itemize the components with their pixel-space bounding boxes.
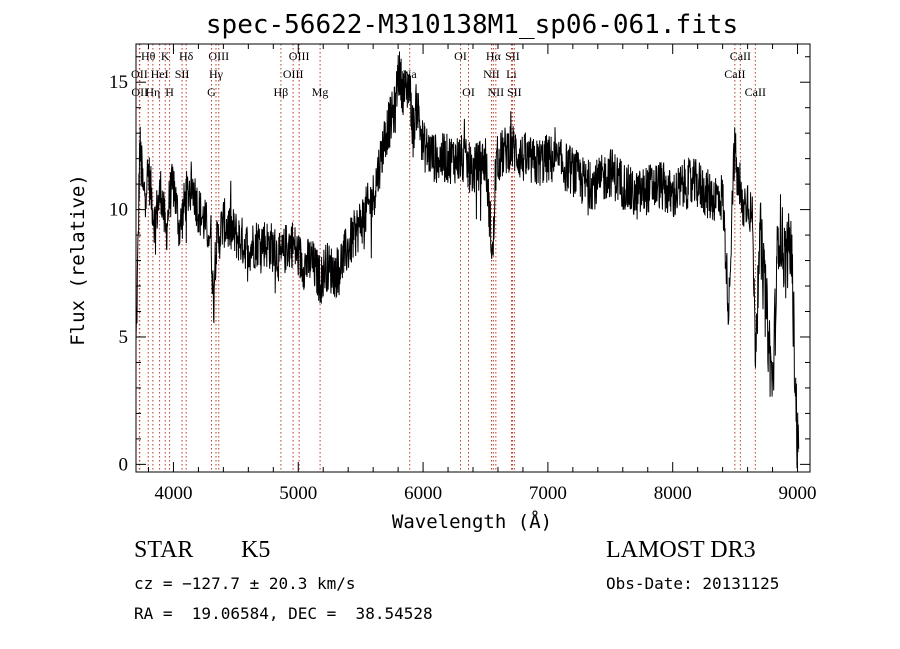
emission-line-label: HeI (151, 67, 169, 81)
emission-line-label: SII (505, 49, 520, 63)
tick-labels: 4000 5000 6000 7000 8000 9000 0 5 10 15 (109, 72, 817, 504)
object-subclass: K5 (241, 537, 271, 563)
emission-line-label: OIII (208, 49, 229, 63)
emission-line-label: OI (462, 85, 475, 99)
emission-line-label: SII (507, 85, 522, 99)
survey-label: LAMOST DR3 (606, 537, 756, 563)
emission-line-label: Hγ (209, 67, 224, 81)
emission-line-label: G (207, 85, 216, 99)
y-tick-label: 0 (119, 454, 129, 475)
emission-line-label: CaII (724, 67, 745, 81)
x-tick-label: 4000 (154, 483, 192, 504)
emission-line-label: Hα (486, 49, 502, 63)
emission-line-label: Mg (312, 85, 329, 99)
axes (135, 43, 811, 473)
object-class: STAR (134, 537, 194, 563)
emission-line-label: OIII (289, 49, 310, 63)
coordinates: RA = 19.06584, DEC = 38.54528 (134, 604, 433, 623)
y-tick-label: 5 (119, 327, 129, 348)
emission-line-label: CaII (745, 85, 766, 99)
emission-line-label: SII (175, 67, 190, 81)
y-tick-label: 15 (109, 72, 128, 93)
x-tick-label: 6000 (404, 483, 442, 504)
obs-date: Obs-Date: 20131125 (606, 574, 780, 593)
emission-line-label: K (161, 49, 170, 63)
redshift-readout: cz = −127.7 ± 20.3 km/s (134, 574, 356, 593)
emission-line-label: Hθ (141, 49, 156, 63)
emission-line-markers (138, 44, 756, 472)
emission-line-label: OII (131, 85, 148, 99)
spectrum-line (135, 51, 800, 469)
emission-line-label: Hβ (274, 85, 289, 99)
emission-line-label: NII (488, 85, 505, 99)
x-axis-label: Wavelength (Å) (392, 510, 552, 533)
y-tick-label: 10 (109, 200, 128, 221)
emission-line-label: Hη (145, 85, 160, 99)
x-tick-label: 7000 (529, 483, 567, 504)
x-tick-label: 9000 (779, 483, 817, 504)
emission-line-label: Li (506, 67, 517, 81)
emission-line-label: H (165, 85, 174, 99)
emission-line-label: Na (403, 67, 418, 81)
x-tick-label: 5000 (279, 483, 317, 504)
emission-line-label: Hδ (179, 49, 194, 63)
chart-title: spec-56622-M310138M1_sp06-061.fits (206, 10, 738, 40)
spectrum-series (135, 51, 800, 469)
y-axis-label: Flux (relative) (67, 174, 89, 346)
emission-line-label: OII (131, 67, 148, 81)
emission-line-label: OIII (283, 67, 304, 81)
emission-line-label: NII (483, 67, 500, 81)
emission-line-label: CaII (730, 49, 751, 63)
x-tick-label: 8000 (654, 483, 692, 504)
emission-line-label: OI (454, 49, 467, 63)
